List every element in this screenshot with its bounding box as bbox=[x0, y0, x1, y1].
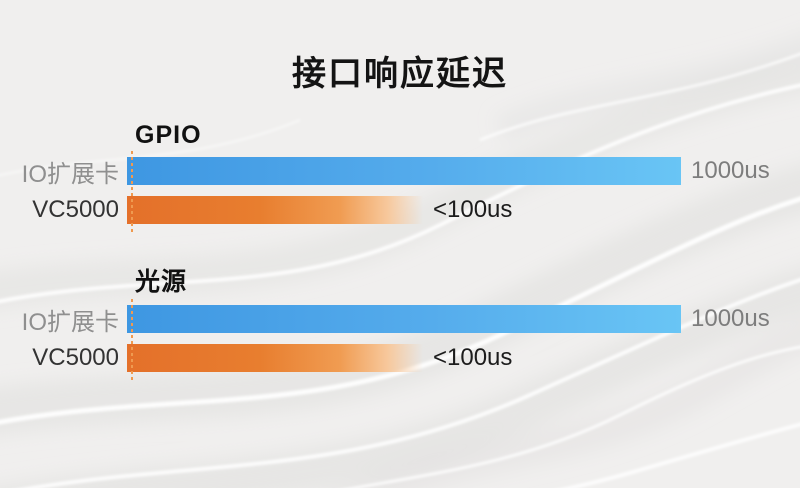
chart-title: 接口响应延迟 bbox=[292, 55, 508, 93]
bar-gpio-vc5000 bbox=[127, 196, 423, 224]
group-gpio: GPIO IO扩展卡 1000us VC5000 <100us bbox=[0, 121, 800, 232]
value-label-gpio-io-card: 1000us bbox=[691, 157, 770, 184]
group-light-source: 光源 IO扩展卡 1000us VC5000 <100us bbox=[0, 262, 800, 380]
series-label-vc5000: VC5000 bbox=[32, 196, 119, 223]
bar-row-gpio-vc5000: VC5000 <100us bbox=[0, 196, 800, 224]
bar-row-light-io-card: IO扩展卡 1000us bbox=[0, 305, 800, 336]
group-label-gpio: GPIO bbox=[135, 121, 202, 149]
baseline-dotted-line bbox=[131, 151, 133, 232]
group-label-light-source: 光源 bbox=[135, 268, 188, 296]
bar-gpio-io-card bbox=[127, 157, 681, 185]
baseline-dotted-line bbox=[131, 299, 133, 380]
value-label-light-vc5000: <100us bbox=[433, 344, 513, 371]
series-label-io-card: IO扩展卡 bbox=[21, 308, 119, 336]
bar-light-vc5000 bbox=[127, 344, 423, 372]
value-label-gpio-vc5000: <100us bbox=[433, 196, 513, 223]
bar-light-io-card bbox=[127, 305, 681, 333]
group-gpio-rows: IO扩展卡 1000us VC5000 <100us bbox=[0, 151, 800, 232]
series-label-vc5000: VC5000 bbox=[32, 344, 119, 371]
bar-row-gpio-io-card: IO扩展卡 1000us bbox=[0, 157, 800, 188]
group-light-source-rows: IO扩展卡 1000us VC5000 <100us bbox=[0, 299, 800, 380]
value-label-light-io-card: 1000us bbox=[691, 305, 770, 332]
bar-row-light-vc5000: VC5000 <100us bbox=[0, 344, 800, 372]
series-label-io-card: IO扩展卡 bbox=[21, 160, 119, 188]
